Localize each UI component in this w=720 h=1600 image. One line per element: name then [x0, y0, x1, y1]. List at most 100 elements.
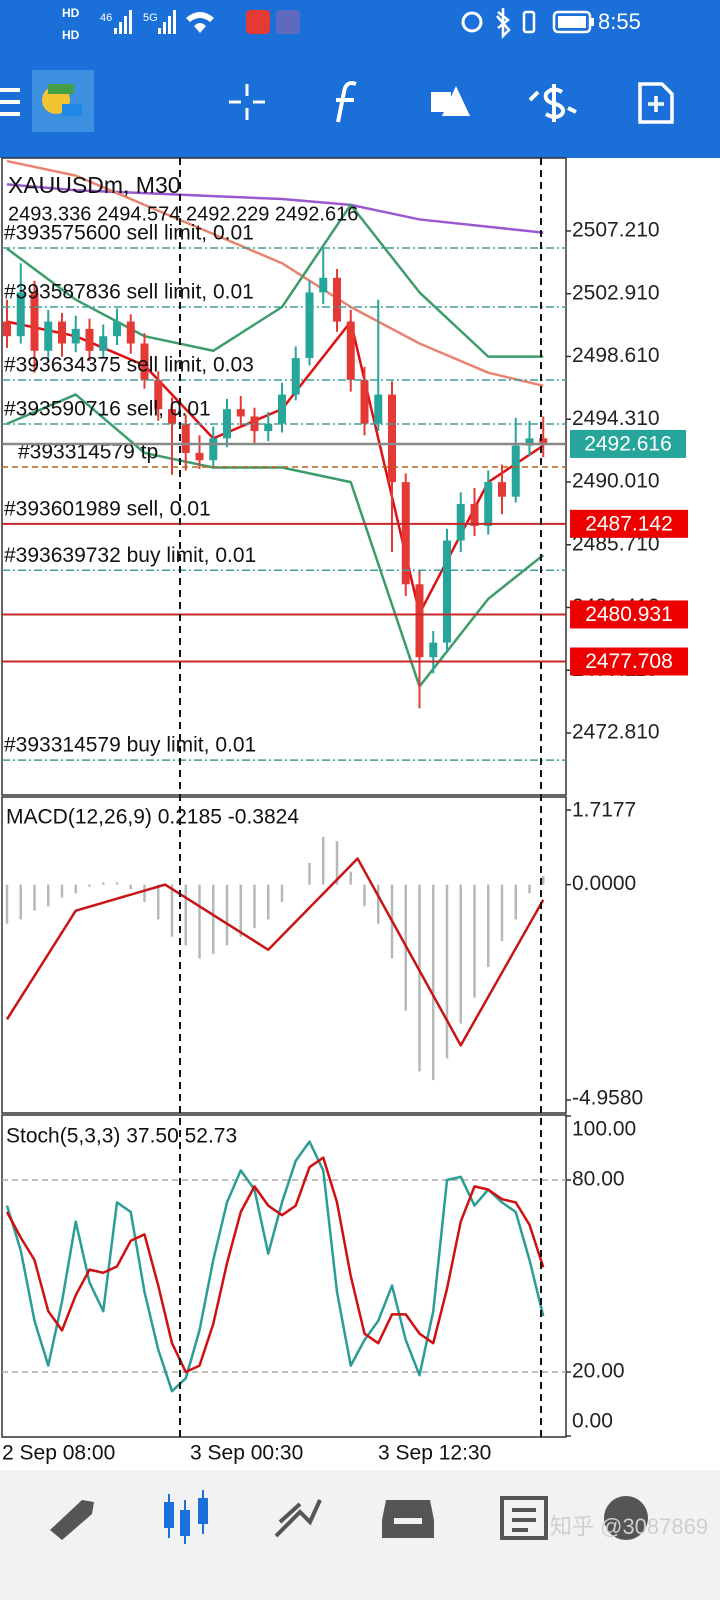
x-tick-label: 3 Sep 12:30 — [378, 1442, 491, 1465]
candle-body — [511, 445, 520, 497]
candle-body — [360, 379, 369, 424]
status-network: 5G — [143, 12, 158, 24]
indicators-button[interactable] — [336, 81, 357, 123]
y-tick-label: 2494.310 — [572, 407, 660, 430]
stoch-panel — [1, 1114, 567, 1438]
y-tick-label: 1.7177 — [572, 799, 636, 822]
order-label: #393590716 sell, 0.01 — [4, 398, 211, 421]
trade-button[interactable] — [528, 84, 577, 122]
signal-icons — [114, 8, 594, 40]
price-tag — [570, 509, 688, 538]
candle-body — [291, 358, 300, 395]
indicator-line — [6, 183, 544, 234]
toolbar — [0, 58, 720, 158]
status-hd: HD — [62, 6, 80, 20]
y-tick-label: 0.00 — [572, 1410, 613, 1433]
candle-body — [443, 540, 451, 643]
candle-body — [3, 321, 11, 337]
candle-body — [154, 379, 163, 410]
indicator-line — [6, 159, 544, 388]
y-tick-label: 100.00 — [572, 1118, 636, 1141]
status-network: 46 — [100, 12, 112, 24]
candle-body — [346, 321, 355, 380]
indicator-line — [6, 203, 544, 358]
status-hd: HD — [62, 28, 80, 42]
y-tick-label: 0.0000 — [572, 872, 636, 895]
ohlc-label: 2493.336 2494.574 2492.229 2492.616 — [8, 203, 358, 225]
candle-body — [181, 423, 190, 453]
order-label: #393314579 tp — [18, 440, 158, 463]
y-tick-label: 2490.010 — [572, 470, 660, 493]
candle-body — [498, 482, 506, 497]
candle-body — [319, 277, 328, 293]
candle-body — [429, 642, 438, 658]
price-tag — [570, 600, 688, 629]
candle-body — [168, 409, 176, 424]
nav-news[interactable] — [500, 1496, 548, 1540]
order-label: #393314579 buy limit, 0.01 — [4, 734, 256, 757]
candle-body — [126, 321, 135, 344]
main-panel — [1, 157, 567, 796]
nav-history[interactable] — [382, 1500, 434, 1538]
y-tick-label: -4.9580 — [572, 1087, 643, 1110]
x-tick-label: 3 Sep 00:30 — [190, 1442, 303, 1465]
candle-body — [195, 452, 204, 461]
menu-button[interactable] — [0, 88, 20, 116]
price-tag-label: 2477.708 — [585, 650, 673, 673]
candle-body — [58, 321, 66, 344]
y-tick-label: 80.00 — [572, 1168, 625, 1191]
y-tick-label: 2498.610 — [572, 344, 660, 367]
new-order-button[interactable] — [638, 82, 674, 124]
candle-body — [85, 328, 94, 351]
y-tick-label: 2502.910 — [572, 281, 660, 304]
status-time: 8:55 — [598, 9, 641, 34]
candle-body — [333, 277, 341, 322]
candle-body — [236, 409, 245, 417]
nav-trade[interactable] — [274, 1499, 322, 1538]
watermark: 知乎 @3087869 — [550, 1514, 708, 1539]
objects-button[interactable] — [431, 86, 470, 116]
candle-body — [470, 504, 479, 526]
candle-body — [278, 394, 286, 424]
candle-body — [209, 438, 218, 461]
y-tick-label: 20.00 — [572, 1360, 625, 1383]
candle-body — [140, 343, 149, 380]
crosshair-button[interactable] — [229, 84, 265, 120]
order-label: #393575600 sell limit, 0.01 — [4, 222, 254, 245]
nav-chart[interactable] — [164, 1490, 208, 1544]
macd-signal — [5, 857, 545, 1047]
candle-body — [401, 482, 410, 585]
candle-body — [484, 482, 493, 526]
stoch-main — [5, 1140, 545, 1393]
x-tick-label: 2 Sep 08:00 — [2, 1442, 115, 1465]
bottom-nav — [0, 1470, 720, 1600]
macd-label: MACD(12,26,9) 0.2185 -0.3824 — [6, 806, 299, 829]
candle-body — [525, 438, 534, 446]
order-label: #393639732 buy limit, 0.01 — [4, 544, 256, 567]
candle-body — [374, 394, 383, 424]
candle-body — [264, 423, 273, 432]
candle-body — [388, 394, 396, 483]
nav-quotes[interactable] — [50, 1500, 94, 1540]
nav-messages[interactable] — [604, 1496, 648, 1540]
order-label: #393587836 sell limit, 0.01 — [4, 281, 254, 304]
symbol-label: XAUUSDm, M30 — [8, 172, 181, 198]
bid-tag — [570, 429, 686, 458]
candle-body — [113, 321, 121, 337]
stoch-signal — [5, 1156, 545, 1374]
y-tick-label: 2472.810 — [572, 721, 660, 744]
price-tag-label: 2487.142 — [585, 512, 673, 535]
stoch-label: Stoch(5,3,3) 37.50 52.73 — [6, 1125, 237, 1148]
app-logo[interactable] — [32, 70, 94, 132]
price-tag-label: 2480.931 — [585, 603, 673, 626]
candle-body — [16, 292, 25, 337]
candle-body — [305, 292, 314, 359]
price-tag — [570, 647, 688, 676]
order-label: #393634375 sell limit, 0.03 — [4, 354, 254, 377]
candle-body — [44, 321, 53, 351]
candle-body — [71, 328, 80, 344]
y-tick-label: 2485.710 — [572, 532, 660, 555]
candle-body — [539, 438, 548, 444]
macd-panel — [1, 796, 567, 1114]
